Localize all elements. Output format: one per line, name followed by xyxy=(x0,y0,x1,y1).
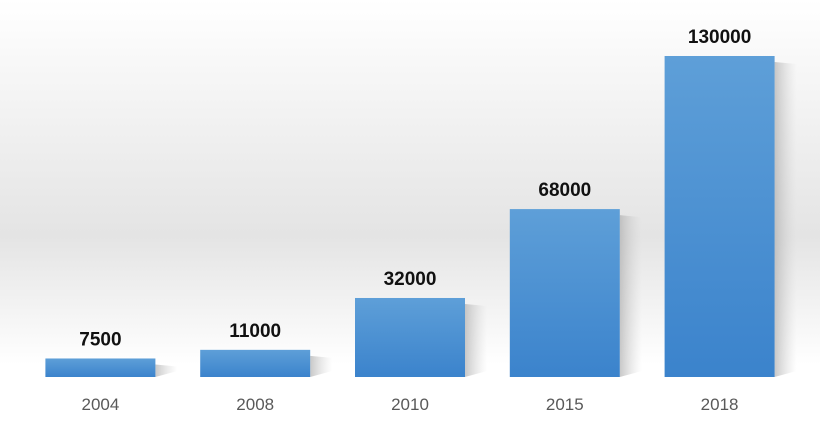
data-label: 32000 xyxy=(384,269,437,290)
data-label: 68000 xyxy=(538,180,591,201)
x-tick-label: 2018 xyxy=(701,395,739,414)
data-label: 11000 xyxy=(229,321,281,342)
bar xyxy=(355,297,465,377)
bar-shadow xyxy=(774,62,797,377)
bar-shadow xyxy=(465,303,487,377)
bar xyxy=(45,358,156,377)
bar xyxy=(509,209,620,377)
plot: 7500 2004 11000 2008 32000 2010 68000 2015 13000… xyxy=(45,27,797,414)
x-tick-label: 2015 xyxy=(546,395,584,414)
bar xyxy=(200,349,311,377)
bar-shadow xyxy=(619,215,642,377)
data-label: 130000 xyxy=(688,27,751,48)
bar-shadow xyxy=(155,364,178,377)
bar xyxy=(664,56,775,377)
bar-shadow xyxy=(310,355,333,377)
x-tick-label: 2004 xyxy=(81,395,119,414)
data-label: 7500 xyxy=(79,329,121,350)
x-tick-label: 2008 xyxy=(236,395,274,414)
x-tick-label: 2010 xyxy=(391,395,429,414)
